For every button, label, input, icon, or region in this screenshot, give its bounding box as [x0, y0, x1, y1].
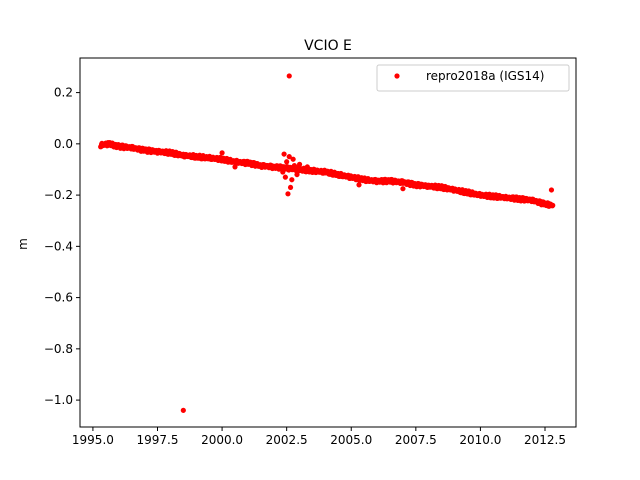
x-tick-label: 1997.5 — [137, 433, 179, 447]
y-tick-label: 0.2 — [54, 86, 73, 100]
plot-frame — [79, 57, 577, 428]
data-point — [287, 184, 294, 191]
data-point — [294, 171, 300, 178]
data-point — [232, 164, 238, 170]
data-point — [304, 164, 310, 170]
x-tick-label: 2002.5 — [266, 433, 308, 447]
y-axis-label: m — [16, 238, 30, 250]
legend: repro2018a (IGS14) — [376, 64, 570, 92]
data-point — [356, 182, 362, 188]
legend-box — [376, 64, 570, 92]
legend-marker — [394, 73, 400, 79]
legend-label: repro2018a (IGS14) — [426, 69, 544, 83]
x-tick-label: 2012.5 — [524, 433, 566, 447]
x-tick-label: 1995.0 — [72, 433, 114, 447]
data-point — [286, 154, 292, 160]
chart-title: VCIO E — [304, 38, 352, 54]
data-point — [180, 407, 186, 413]
y-tick-label: −0.6 — [44, 291, 73, 305]
data-point — [290, 156, 296, 162]
data-point — [296, 161, 303, 167]
x-tick-label: 2010.0 — [459, 433, 501, 447]
x-axis: 1995.0 1997.5 2000.0 2002.5 2005.0 2007.5 2010… — [72, 427, 566, 447]
data-point — [291, 163, 298, 169]
data-point — [286, 73, 292, 79]
y-tick-label: −1.0 — [44, 393, 73, 407]
data-layer — [98, 73, 556, 413]
x-tick-label: 2005.0 — [330, 433, 372, 447]
data-point — [550, 202, 556, 208]
data-point — [280, 169, 286, 175]
data-point — [548, 187, 555, 193]
data-point — [284, 159, 290, 165]
data-point — [285, 191, 291, 197]
x-tick-label: 2007.5 — [395, 433, 437, 447]
y-tick-label: −0.8 — [44, 342, 73, 356]
y-tick-label: −0.4 — [44, 239, 73, 253]
y-tick-label: 0.0 — [54, 137, 73, 151]
y-axis: 0.2 0.0 −0.2 −0.4 −0.6 −0.8 −1.0 — [44, 86, 80, 407]
data-point — [219, 150, 225, 156]
y-tick-label: −0.2 — [44, 188, 73, 202]
x-tick-label: 2000.0 — [201, 433, 243, 447]
data-point — [289, 177, 295, 183]
data-point — [282, 174, 288, 180]
data-point — [400, 186, 406, 192]
data-point — [281, 151, 287, 157]
